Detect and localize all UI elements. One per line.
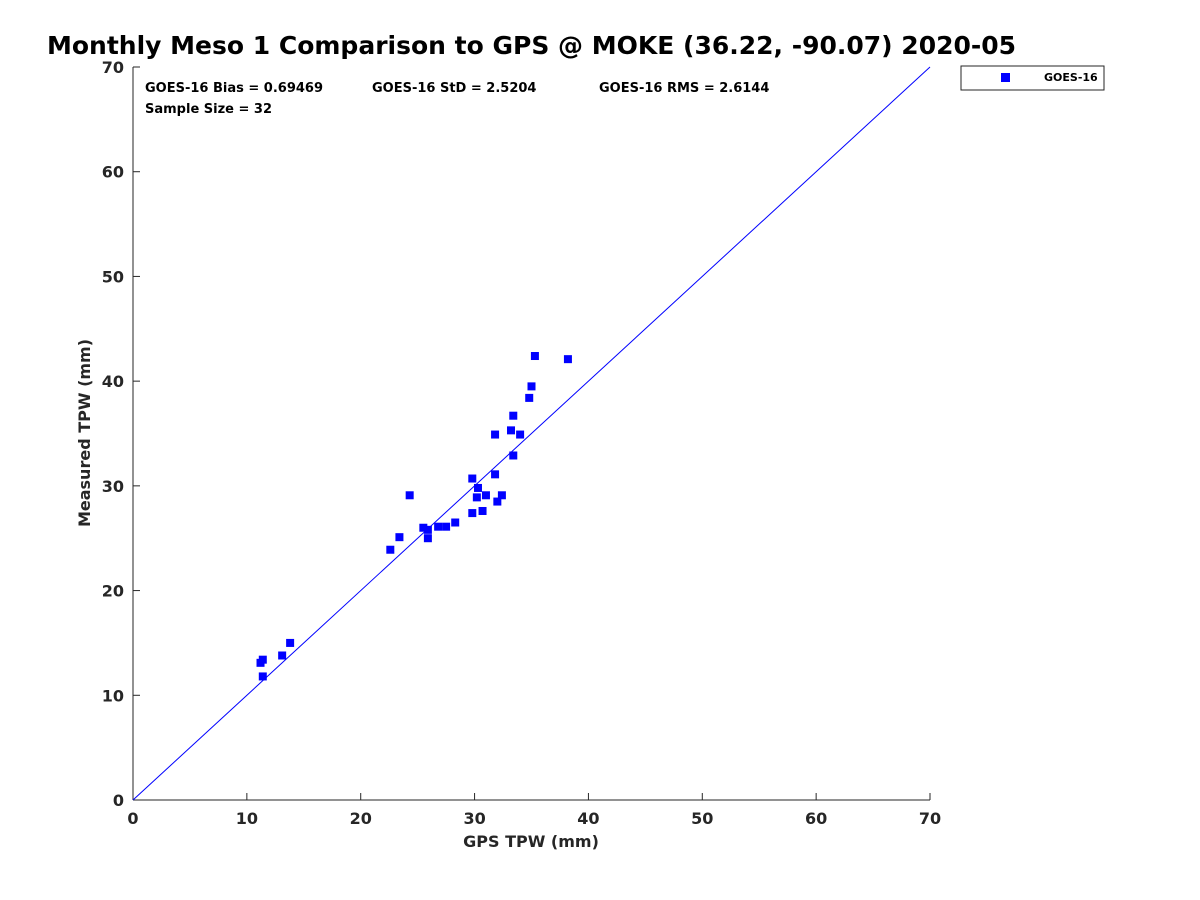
data-point <box>509 451 518 460</box>
one-to-one-reference-line <box>132 66 931 801</box>
y-tick-label: 60 <box>102 163 124 182</box>
x-tick-label: 50 <box>691 809 713 828</box>
y-tick-label: 30 <box>102 477 124 496</box>
rms-annotation: GOES-16 RMS = 2.6144 <box>599 81 769 96</box>
data-point <box>491 430 500 439</box>
std-annotation: GOES-16 StD = 2.5204 <box>372 81 536 96</box>
sample-size-annotation: Sample Size = 32 <box>145 102 272 117</box>
bias-annotation: GOES-16 Bias = 0.69469 <box>145 81 323 96</box>
y-tick-label: 20 <box>102 582 124 601</box>
data-point <box>286 638 295 647</box>
x-tick-label: 20 <box>350 809 372 828</box>
data-point <box>278 651 287 660</box>
legend: GOES-16 <box>960 65 1105 91</box>
data-point <box>497 491 506 500</box>
data-point <box>493 497 502 506</box>
data-point <box>468 474 477 483</box>
legend-box <box>960 65 1105 91</box>
x-tick-label: 40 <box>577 809 599 828</box>
y-tick-label: 0 <box>113 791 124 810</box>
data-point <box>419 523 428 532</box>
data-point <box>395 533 404 542</box>
x-axis-label: GPS TPW (mm) <box>463 832 599 851</box>
x-tick-label: 70 <box>919 809 941 828</box>
y-tick-label: 40 <box>102 372 124 391</box>
x-tick-label: 60 <box>805 809 827 828</box>
data-point <box>525 393 534 402</box>
y-tick-label: 10 <box>102 686 124 705</box>
data-point <box>491 470 500 479</box>
data-point <box>386 545 395 554</box>
chart-title: Monthly Meso 1 Comparison to GPS @ MOKE … <box>47 31 1016 60</box>
data-point <box>563 355 572 364</box>
data-point <box>423 525 432 534</box>
legend-series-label: GOES-16 <box>1044 71 1098 84</box>
x-tick-label: 0 <box>127 809 138 828</box>
data-point <box>527 382 536 391</box>
y-tick-label: 70 <box>102 58 124 77</box>
data-point <box>423 534 432 543</box>
data-point <box>473 483 482 492</box>
data-point <box>478 506 487 515</box>
data-points <box>256 352 572 681</box>
data-point <box>507 426 516 435</box>
x-tick-label: 30 <box>463 809 485 828</box>
data-point <box>434 522 443 531</box>
data-point <box>509 411 518 420</box>
axis-ticks: 0 10 20 30 40 50 60 70 0 10 20 30 40 50 60 70 <box>102 58 941 828</box>
data-point <box>258 672 267 681</box>
data-point <box>472 493 481 502</box>
x-tick-label: 10 <box>236 809 258 828</box>
data-point <box>258 655 267 664</box>
y-tick-label: 50 <box>102 267 124 286</box>
y-axis-label: Measured TPW (mm) <box>75 339 94 527</box>
data-point <box>516 430 525 439</box>
data-point <box>481 491 490 500</box>
data-point <box>442 522 451 531</box>
data-point <box>468 509 477 518</box>
data-point <box>405 491 414 500</box>
legend-marker-square <box>1001 73 1010 82</box>
data-point <box>451 518 460 527</box>
data-point <box>530 352 539 361</box>
